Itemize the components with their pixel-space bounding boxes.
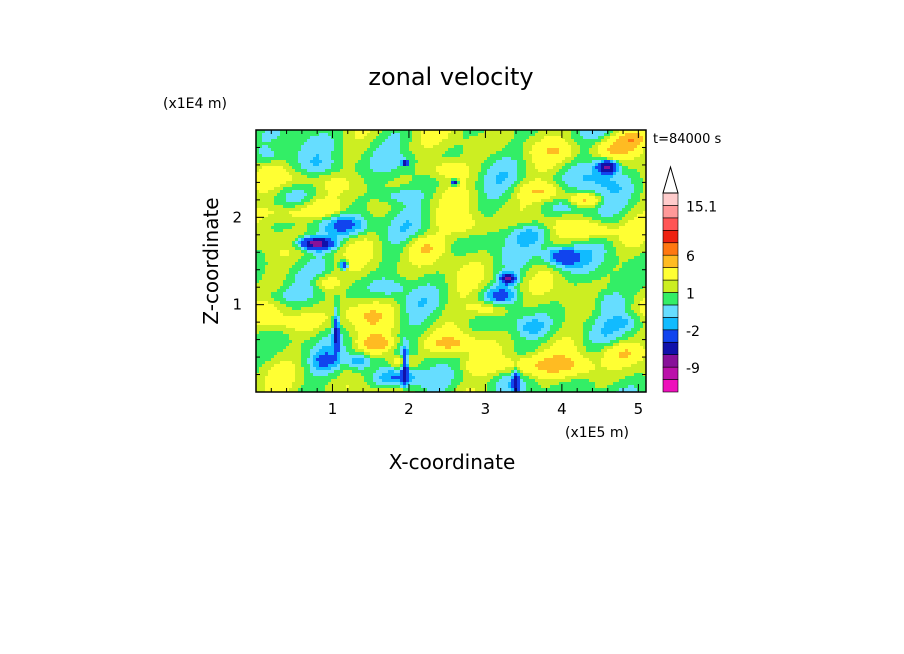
colorbar: 15.1 6 1 -2 -9 [662,165,717,393]
y-axis-label: Z-coordinate [199,197,223,324]
colorbar-swatch [662,292,679,306]
colorbar-swatch [662,341,679,355]
y-scale-label: (x1E4 m) [163,96,227,112]
x-axis: 1 2 3 4 5 [270,130,644,418]
colorbar-tick-label: -2 [686,324,700,340]
colorbar-swatch [662,230,679,244]
colorbar-swatch [662,279,679,293]
x-tick-label: 5 [634,400,644,418]
y-tick-label: 1 [232,296,242,314]
colorbar-swatch [662,354,679,368]
x-tick-label: 4 [557,400,567,418]
y-tick-label: 2 [232,208,242,226]
colorbar-swatch [662,329,679,343]
x-axis-label: X-coordinate [389,450,516,474]
colorbar-tick-label: 15.1 [686,199,717,215]
contour-field [256,130,646,392]
colorbar-swatch [662,267,679,281]
colorbar-swatch [662,379,679,393]
colorbar-swatch [662,317,679,331]
colorbar-swatch [662,366,679,380]
colorbar-swatch [662,242,679,256]
colorbar-swatch [662,217,679,231]
x-tick-label: 2 [404,400,414,418]
y-axis: 12 [232,146,646,376]
colorbar-tick-label: 6 [686,249,695,265]
x-tick-label: 3 [481,400,491,418]
x-scale-label: (x1E5 m) [565,425,629,441]
x-tick-label: 1 [328,400,338,418]
colorbar-tick-label: 1 [686,287,695,303]
colorbar-extend-arrow [662,165,679,194]
plot-frame [255,129,647,393]
colorbar-swatch [662,205,679,219]
time-label: t=84000 s [653,132,721,147]
colorbar-swatch [662,304,679,318]
colorbar-swatch [662,192,679,206]
chart-title: zonal velocity [368,63,533,91]
colorbar-tick-label: -9 [686,361,700,377]
colorbar-swatch [662,254,679,268]
